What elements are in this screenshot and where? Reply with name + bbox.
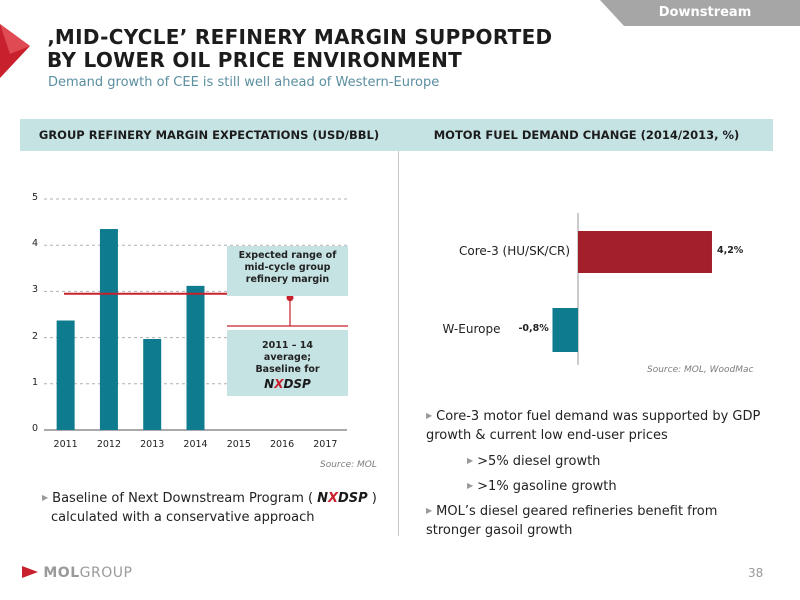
left-bullet: ▶ Baseline of Next Downstream Program (NX… (42, 491, 377, 525)
column-divider (398, 151, 399, 536)
bullet-triangle-icon: ▶ (467, 456, 474, 465)
left-section-heading: GROUP REFINERY MARGIN EXPECTATIONS (USD/… (38, 128, 380, 142)
bar-2014 (186, 285, 205, 430)
bullet-triangle-icon: ▶ (426, 411, 433, 420)
y-tick-label: 0 (31, 423, 38, 434)
bar-w-europe (552, 308, 578, 352)
page-title: ‚MID-CYCLE’ REFINERY MARGIN SUPPORTED BY… (47, 25, 553, 72)
value-label: -0,8% (518, 323, 549, 334)
value-label: 4,2% (716, 245, 744, 256)
page-subtitle: Demand growth of CEE is still well ahead… (48, 75, 440, 90)
x-tick-label: 2011 (53, 439, 78, 450)
red-arrow-decoration-icon (0, 24, 30, 78)
right-chart-source: Source: MOL, WoodMac (647, 365, 754, 375)
bar-2012 (99, 229, 118, 430)
bullet-triangle-icon: ▶ (467, 481, 474, 490)
bullet-triangle-icon: ▶ (426, 506, 433, 515)
x-tick-label: 2017 (313, 439, 338, 450)
mol-logo-icon (22, 566, 38, 578)
right-sub-bullet-1: ▶ >5% diesel growth (467, 454, 601, 469)
x-tick-label: 2015 (226, 439, 251, 450)
section-header-bar (20, 119, 773, 151)
bullet-triangle-icon: ▶ (42, 493, 49, 502)
category-label: W-Europe (442, 322, 501, 336)
y-tick-label: 4 (31, 238, 38, 250)
right-sub-bullet-2: ▶ >1% gasoline growth (467, 479, 617, 494)
x-tick-label: 2016 (269, 439, 295, 450)
refinery-margin-chart (44, 198, 348, 431)
y-tick-label: 1 (31, 376, 38, 388)
motor-fuel-demand-chart (552, 213, 712, 365)
x-tick-label: 2012 (96, 439, 122, 450)
mid-cycle-range-callout: Expected range of mid-cycle group refine… (227, 246, 348, 296)
right-section-heading: MOTOR FUEL DEMAND CHANGE (2014/2013, %) (433, 128, 740, 142)
next-dsp-logo: NXDSP (264, 377, 311, 391)
mid-cycle-range-label: Expected range of mid-cycle group refine… (238, 250, 337, 285)
bar-2013 (143, 338, 162, 430)
section-tab (600, 0, 800, 26)
category-label: Core-3 (HU/SK/CR) (458, 244, 570, 258)
x-tick-label: 2013 (140, 439, 165, 450)
left-chart-source: Source: MOL (320, 460, 377, 470)
right-bullet-2: ▶ MOL’s diesel geared refineries benefit … (426, 504, 718, 538)
next-dsp-logo-inline: NXDSP (317, 491, 368, 506)
bar-2011 (56, 320, 75, 430)
bar-core-3-hu-sk-cr- (578, 231, 712, 273)
baseline-label: 2011 – 14 average; Baseline for (255, 340, 320, 375)
section-tab-label: Downstream (658, 5, 752, 20)
x-tick-label: 2014 (183, 439, 208, 450)
y-tick-label: 5 (31, 192, 38, 203)
baseline-callout: 2011 – 14 average; Baseline for NXDSP (227, 330, 348, 396)
mol-group-logo: MOLGROUP (22, 565, 132, 581)
right-bullet-1: ▶ Core-3 motor fuel demand was supported … (426, 409, 761, 443)
page-number: 38 (748, 566, 764, 580)
y-tick-label: 3 (31, 284, 38, 296)
y-tick-label: 2 (31, 330, 38, 342)
